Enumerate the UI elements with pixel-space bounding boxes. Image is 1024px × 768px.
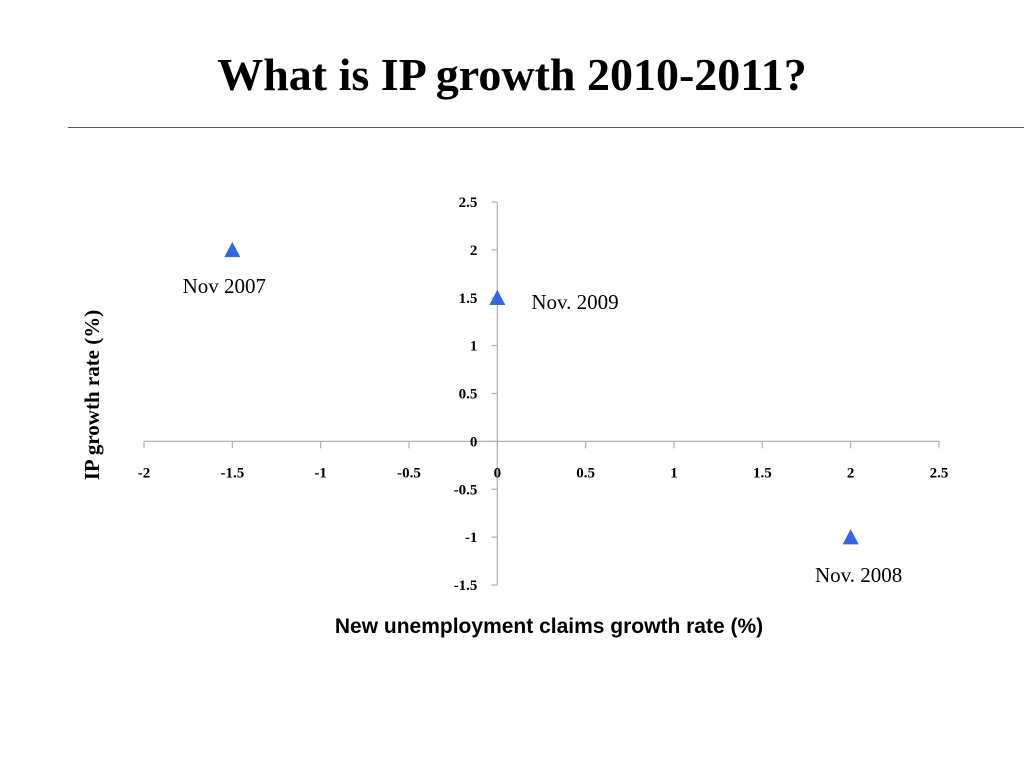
x-tick-label: -1.5: [220, 465, 244, 481]
title-divider: [68, 127, 1024, 128]
y-tick-label: 0: [470, 434, 478, 450]
y-axis-title: IP growth rate (%): [80, 310, 104, 481]
x-tick-label: -2: [138, 465, 151, 481]
y-tick-label: 1.5: [459, 291, 478, 307]
y-tick-label: 2: [470, 243, 478, 259]
y-tick-label: -0.5: [454, 482, 478, 498]
x-axis-title: New unemployment claims growth rate (%): [335, 615, 763, 638]
axes: [143, 201, 940, 586]
data-point-marker: [842, 529, 859, 545]
tick-labels: -2 -1.5 -1 -0.5 0 0.5 1 1.5 2 2.5 2.5 2 1.5 1 0.5 0 -0.5…: [138, 195, 949, 594]
y-tick-label: 2.5: [459, 195, 478, 211]
data-point-marker: [224, 241, 241, 258]
y-tick-label: 0.5: [459, 387, 478, 403]
y-tick-label: -1: [465, 530, 478, 546]
data-points: Nov 2007 Nov. 2009 Nov. 2008: [183, 241, 902, 587]
x-tick-label: 0.5: [576, 465, 595, 481]
y-tick-label: -1.5: [454, 578, 478, 594]
y-tick-label: 1: [470, 339, 478, 355]
x-tick-label: 2: [847, 465, 855, 481]
data-point-label: Nov 2007: [183, 274, 266, 298]
x-tick-label: 2.5: [930, 465, 949, 481]
data-point-marker: [489, 289, 506, 305]
data-point-label: Nov. 2008: [815, 563, 902, 587]
x-tick-label: -0.5: [397, 465, 421, 481]
x-tick-label: 0: [494, 465, 502, 481]
x-tick-label: 1: [670, 465, 678, 481]
slide-title: What is IP growth 2010-2011?: [217, 49, 807, 100]
x-tick-label: -1: [314, 465, 327, 481]
data-point-label: Nov. 2009: [531, 290, 618, 314]
x-tick-label: 1.5: [753, 465, 772, 481]
